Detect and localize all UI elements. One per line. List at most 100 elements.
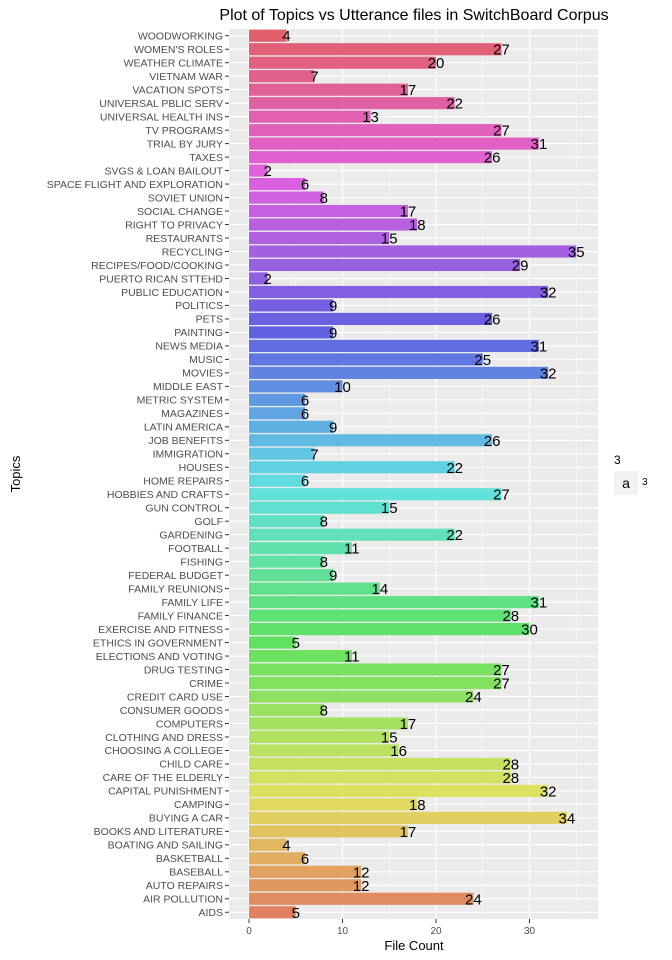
bar xyxy=(249,29,287,42)
data-label: 27 xyxy=(493,676,510,693)
bar xyxy=(249,582,380,595)
bar xyxy=(249,83,408,96)
bar xyxy=(249,825,408,838)
data-label: 13 xyxy=(362,109,379,126)
data-label: 10 xyxy=(334,379,351,396)
y-tick-label: HOUSES xyxy=(179,462,223,474)
bar xyxy=(249,393,306,406)
data-label: 12 xyxy=(353,878,370,895)
y-tick-label: WOODWORKING xyxy=(138,31,223,43)
y-tick-label: SOCIAL CHANGE xyxy=(137,206,223,218)
bar xyxy=(249,124,502,137)
bar xyxy=(249,784,549,797)
x-tick-labels: 0 10 20 30 xyxy=(246,919,535,937)
bar xyxy=(249,339,539,352)
bar xyxy=(249,137,539,150)
y-tick-label: NEWS MEDIA xyxy=(155,341,223,353)
bar xyxy=(249,542,352,555)
bar xyxy=(249,811,567,824)
data-label: 28 xyxy=(502,756,519,773)
data-label: 6 xyxy=(301,406,309,423)
bar xyxy=(249,596,539,609)
y-tick-label: BOATING AND SAILING xyxy=(108,840,223,852)
data-label: 11 xyxy=(344,649,360,666)
chart-title: Plot of Topics vs Utterance files in Swi… xyxy=(219,7,608,24)
data-label: 4 xyxy=(282,837,290,854)
data-label: 7 xyxy=(310,69,318,86)
data-label: 32 xyxy=(540,783,557,800)
bar xyxy=(249,501,390,514)
y-tick-label: MIDDLE EAST xyxy=(153,381,224,393)
y-tick-label: IMMIGRATION xyxy=(153,449,223,461)
data-label: 8 xyxy=(320,554,328,571)
y-tick-label: AIR POLLUTION xyxy=(143,894,223,906)
bar xyxy=(249,515,324,528)
data-label: 25 xyxy=(474,352,491,369)
bar xyxy=(249,434,493,447)
x-tick-label: 10 xyxy=(337,926,349,937)
bar xyxy=(249,744,399,757)
y-tick-label: VIETNAM WAR xyxy=(149,71,223,83)
bar xyxy=(249,70,315,83)
data-label: 32 xyxy=(540,365,557,382)
y-tick-label: SPACE FLIGHT AND EXPLORATION xyxy=(47,179,223,191)
data-label: 18 xyxy=(409,797,426,814)
y-tick-label: METRIC SYSTEM xyxy=(137,395,223,407)
y-tick-label: GOLF xyxy=(194,516,223,528)
data-label: 17 xyxy=(400,716,417,733)
bar xyxy=(249,717,408,730)
y-tick-label: VACATION SPOTS xyxy=(132,84,223,96)
data-label: 24 xyxy=(465,689,482,706)
y-tick-label: RECYCLING xyxy=(162,246,223,258)
y-tick-label: RESTAURANTS xyxy=(146,233,223,245)
y-tick-label: AUTO REPAIRS xyxy=(146,880,223,892)
bar xyxy=(249,649,352,663)
bar xyxy=(249,366,549,379)
bar xyxy=(249,474,306,487)
data-label: 27 xyxy=(493,123,510,140)
y-tick-label: FISHING xyxy=(180,556,223,568)
bar xyxy=(249,528,455,541)
bar xyxy=(249,231,390,245)
data-label: 28 xyxy=(502,608,519,625)
bar xyxy=(249,447,315,460)
bar xyxy=(249,151,493,164)
data-label: 20 xyxy=(428,55,445,72)
y-tick-label: HOBBIES AND CRAFTS xyxy=(107,489,223,501)
y-tick-label: EXERCISE AND FITNESS xyxy=(98,624,223,636)
bar xyxy=(249,623,530,636)
data-label: 15 xyxy=(381,500,398,517)
y-tick-label: FAMILY REUNIONS xyxy=(128,583,223,595)
bar xyxy=(249,97,455,110)
bar xyxy=(249,56,436,69)
y-tick-label: CRIME xyxy=(189,678,223,690)
bar xyxy=(249,555,324,568)
y-tick-label: TAXES xyxy=(189,152,223,164)
x-tick-label: 0 xyxy=(246,926,252,937)
y-tick-label: POLITICS xyxy=(175,300,223,312)
data-label: 34 xyxy=(559,810,576,827)
y-axis-title: Topics xyxy=(8,455,23,492)
data-label: 16 xyxy=(390,743,407,760)
data-label: 17 xyxy=(400,82,417,99)
y-tick-label: PUBLIC EDUCATION xyxy=(121,287,223,299)
data-label: 9 xyxy=(329,419,337,436)
data-label: 26 xyxy=(484,150,501,167)
bar xyxy=(249,191,324,204)
bar xyxy=(249,663,502,676)
y-tick-label: CREDIT CARD USE xyxy=(127,691,223,703)
y-tick-label: BASEBALL xyxy=(169,867,223,879)
y-tick-label: GARDENING xyxy=(159,529,223,541)
bar xyxy=(249,636,296,649)
y-tick-label: WOMEN'S ROLES xyxy=(134,44,223,56)
data-label: 31 xyxy=(531,595,548,612)
x-axis-title: File Count xyxy=(384,938,444,953)
bar xyxy=(249,865,362,878)
data-label: 2 xyxy=(264,163,272,180)
x-tick-label: 30 xyxy=(524,926,536,937)
data-label: 15 xyxy=(381,231,398,248)
data-label: 15 xyxy=(381,729,398,746)
bar xyxy=(249,110,371,123)
y-tick-label: MUSIC xyxy=(189,354,223,366)
